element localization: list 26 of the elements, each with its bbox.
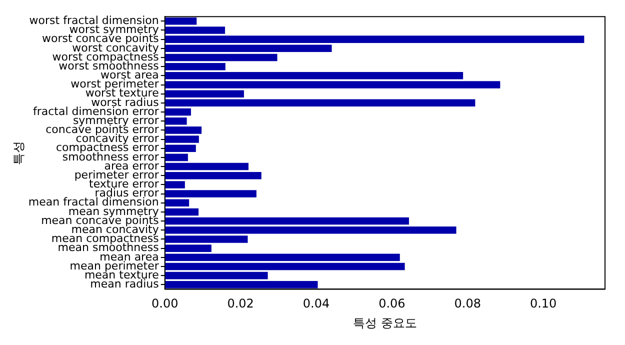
bar — [164, 254, 400, 262]
y-tick-label: mean smoothness — [58, 241, 160, 254]
y-tick-label: worst perimeter — [70, 78, 160, 91]
y-axis-title: 특성 — [11, 140, 26, 165]
x-tick-label: 0.06 — [378, 296, 406, 311]
bar — [164, 162, 248, 170]
bar — [164, 99, 476, 107]
bar — [164, 54, 278, 62]
bar — [164, 262, 405, 270]
bar — [164, 117, 187, 125]
bar — [164, 208, 199, 216]
x-tick-label: 0.04 — [302, 296, 330, 311]
y-tick-label: concavity error — [76, 132, 160, 146]
bar — [164, 62, 226, 70]
x-tick-label: 0.02 — [227, 296, 254, 311]
x-tick-label: 0.10 — [530, 296, 557, 311]
bar — [164, 108, 191, 116]
x-tick-label: 0.08 — [454, 296, 481, 311]
y-tick-label: mean radius — [90, 278, 160, 291]
x-axis-title: 특성 중요도 — [353, 316, 417, 330]
bar — [164, 281, 318, 288]
bar — [164, 44, 332, 52]
bar — [164, 272, 268, 280]
x-tick-label: 0.00 — [152, 296, 178, 311]
bar — [164, 217, 409, 225]
bar — [164, 154, 188, 162]
